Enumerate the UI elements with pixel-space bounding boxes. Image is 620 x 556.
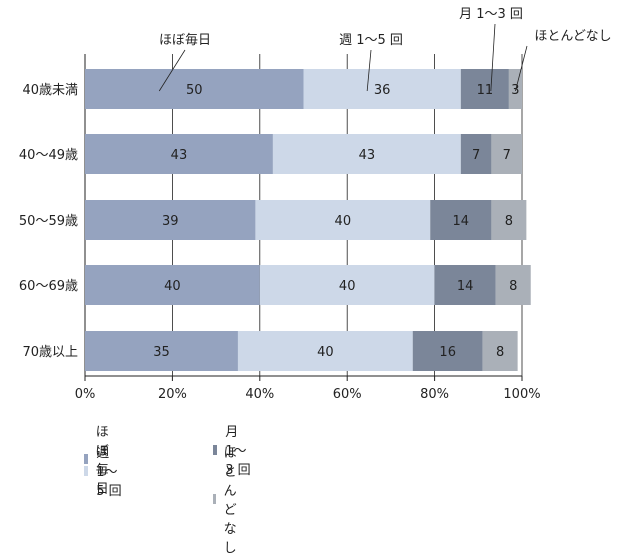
data-label: 8 (505, 214, 513, 229)
data-label: 7 (472, 148, 480, 163)
data-label: 40 (339, 279, 356, 294)
legend-label: 週 1〜5 回 (96, 446, 122, 499)
bar-segment (255, 200, 431, 240)
data-label: 39 (162, 214, 179, 229)
series-callout: 月 1〜3 回 (459, 7, 523, 22)
data-label: 14 (453, 214, 470, 229)
legend-item-rarely: ほとんどなし (213, 442, 244, 556)
callout-leader (366, 49, 372, 92)
x-tick-label: 40% (245, 387, 274, 402)
bar-segment (303, 69, 461, 109)
bar-segment (85, 265, 260, 305)
legend-swatch (84, 465, 89, 476)
data-label: 11 (477, 83, 494, 98)
callout-leader (158, 49, 186, 92)
bar-segment (434, 265, 496, 305)
bar-segment (460, 69, 509, 109)
bar-segment (272, 134, 461, 174)
bar-segment (491, 134, 522, 174)
data-label: 43 (171, 148, 188, 163)
data-label: 8 (496, 345, 504, 360)
bar-segment (85, 69, 304, 109)
data-label: 36 (374, 83, 391, 98)
callout-leader (515, 45, 528, 92)
series-callout: 週 1〜5 回 (339, 33, 403, 48)
data-label: 50 (186, 83, 203, 98)
callout-leader (490, 23, 496, 92)
data-label: 7 (503, 148, 511, 163)
x-tick-label: 0% (75, 387, 96, 402)
legend-swatch (84, 454, 88, 464)
data-label: 40 (335, 214, 352, 229)
bar-segment (85, 134, 273, 174)
bar-segment (85, 331, 238, 371)
series-callout: ほぼ毎日 (159, 32, 211, 48)
bar-segment (412, 331, 483, 371)
category-label: 70歳以上 (22, 345, 78, 360)
bar-segment (85, 200, 256, 240)
category-label: 60〜69歳 (19, 279, 78, 294)
legend-label: ほとんどなし (223, 446, 237, 556)
bar-segment (237, 331, 413, 371)
bar-segment (491, 200, 527, 240)
data-label: 35 (153, 345, 170, 360)
bar-segment (430, 200, 492, 240)
x-tick-label: 60% (333, 387, 362, 402)
bar-segment (460, 134, 492, 174)
data-label: 43 (359, 148, 376, 163)
data-label: 40 (164, 279, 181, 294)
legend-swatch (213, 494, 216, 504)
data-label: 40 (317, 345, 334, 360)
category-label: 40歳未満 (22, 83, 78, 98)
x-tick-label: 100% (503, 387, 540, 402)
bar-segment (482, 331, 518, 371)
data-label: 8 (509, 279, 517, 294)
data-label: 16 (439, 345, 456, 360)
x-tick-label: 20% (158, 387, 187, 402)
category-label: 50〜59歳 (19, 214, 78, 229)
bar-segment (259, 265, 435, 305)
legend-item-weekly: 週 1〜5 回 (84, 442, 123, 499)
category-label: 40〜49歳 (19, 148, 78, 163)
legend-swatch (213, 444, 218, 455)
bar-segment (495, 265, 531, 305)
data-label: 14 (457, 279, 474, 294)
series-callout: ほとんどなし (534, 29, 611, 44)
x-tick-label: 80% (420, 387, 449, 402)
stacked-bar-chart: 0%20%40%60%80%100%40歳未満503611340〜49歳4343… (19, 7, 612, 402)
